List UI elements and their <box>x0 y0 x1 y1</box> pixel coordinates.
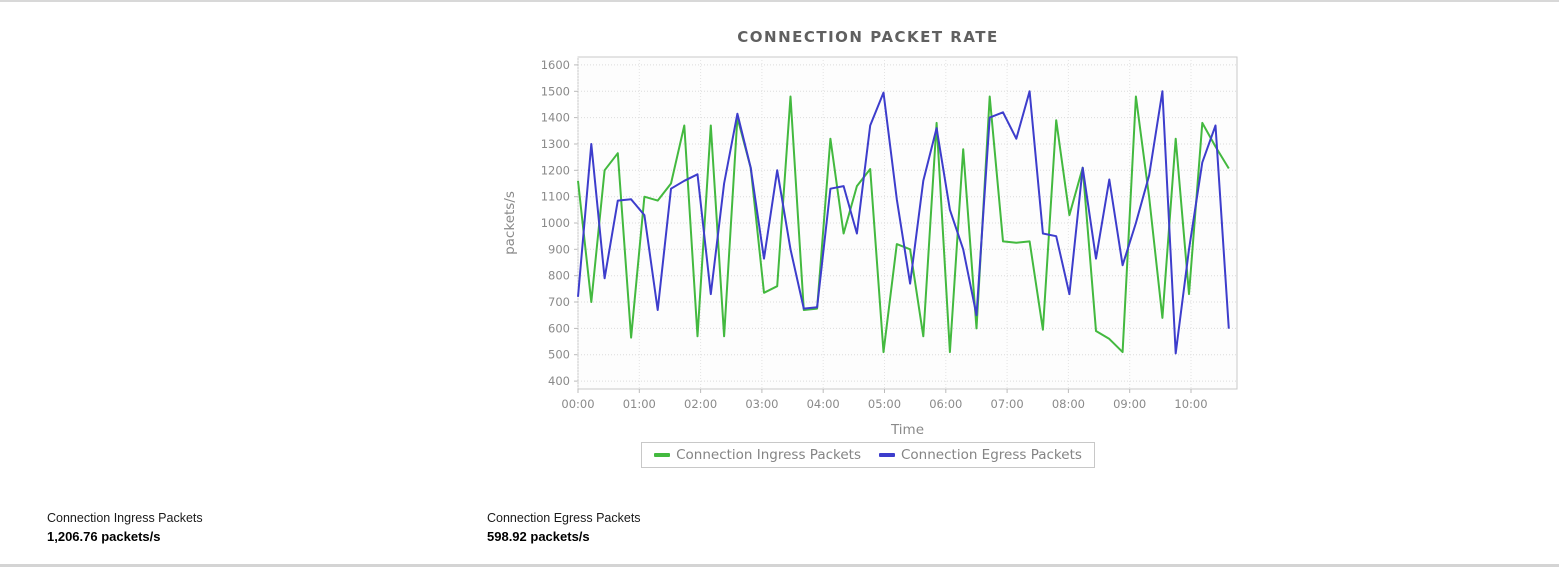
svg-text:1600: 1600 <box>541 58 570 72</box>
svg-text:03:00: 03:00 <box>745 397 778 411</box>
legend-label-ingress: Connection Ingress Packets <box>676 447 861 463</box>
svg-text:1500: 1500 <box>541 84 570 98</box>
svg-text:07:00: 07:00 <box>991 397 1024 411</box>
svg-text:1300: 1300 <box>541 137 570 151</box>
ingress-stat: Connection Ingress Packets 1,206.76 pack… <box>47 511 203 545</box>
egress-stat-label: Connection Egress Packets <box>487 511 641 525</box>
ingress-stat-label: Connection Ingress Packets <box>47 511 203 525</box>
egress-line-swatch <box>879 453 895 457</box>
ingress-line-swatch <box>654 453 671 457</box>
egress-stat: Connection Egress Packets 598.92 packets… <box>487 511 641 545</box>
svg-text:700: 700 <box>548 295 570 309</box>
legend-item-egress[interactable]: Connection Egress Packets <box>879 447 1082 463</box>
summary-stats: Connection Ingress Packets 1,206.76 pack… <box>0 511 1559 551</box>
svg-text:Time: Time <box>890 422 924 438</box>
svg-text:1400: 1400 <box>541 111 570 125</box>
chart-legend: Connection Ingress Packets Connection Eg… <box>641 442 1095 468</box>
chart-title: CONNECTION PACKET RATE <box>737 28 999 46</box>
svg-text:08:00: 08:00 <box>1052 397 1085 411</box>
svg-text:00:00: 00:00 <box>561 397 594 411</box>
legend-item-ingress[interactable]: Connection Ingress Packets <box>654 447 861 463</box>
packet-rate-chart-block: CONNECTION PACKET RATE 400 500 600 700 800 90… <box>488 28 1248 442</box>
packet-rate-chart[interactable]: 400 500 600 700 800 900 1000 1100 1200 1300 1400 15… <box>488 50 1248 442</box>
svg-text:900: 900 <box>548 242 570 256</box>
svg-text:1100: 1100 <box>541 190 570 204</box>
egress-stat-value: 598.92 packets/s <box>487 529 590 544</box>
svg-text:09:00: 09:00 <box>1113 397 1146 411</box>
svg-text:02:00: 02:00 <box>684 397 717 411</box>
svg-text:500: 500 <box>548 348 570 362</box>
chart-legend-wrap: Connection Ingress Packets Connection Eg… <box>488 442 1248 468</box>
svg-text:04:00: 04:00 <box>807 397 840 411</box>
svg-text:10:00: 10:00 <box>1174 397 1207 411</box>
svg-text:1200: 1200 <box>541 163 570 177</box>
svg-text:packets/s: packets/s <box>502 191 518 255</box>
svg-text:06:00: 06:00 <box>929 397 962 411</box>
svg-text:400: 400 <box>548 374 570 388</box>
ingress-stat-value: 1,206.76 packets/s <box>47 529 161 544</box>
svg-text:1000: 1000 <box>541 216 570 230</box>
svg-text:800: 800 <box>548 269 570 283</box>
legend-label-egress: Connection Egress Packets <box>901 447 1082 463</box>
svg-text:05:00: 05:00 <box>868 397 901 411</box>
svg-text:600: 600 <box>548 321 570 335</box>
svg-text:01:00: 01:00 <box>623 397 656 411</box>
